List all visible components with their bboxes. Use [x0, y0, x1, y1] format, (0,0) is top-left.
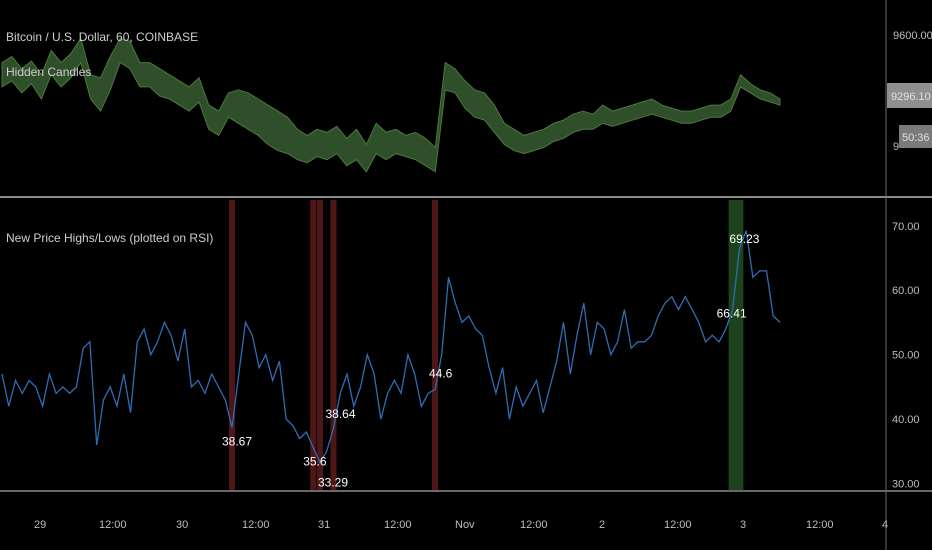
time-label: 31 [318, 519, 330, 531]
time-label: 12:00 [384, 519, 412, 531]
time-label: 4 [882, 519, 888, 531]
rsi-data-label: 66.41 [717, 307, 747, 321]
rsi-data-label: 35.6 [303, 455, 327, 469]
last-price-value: 9296.10 [891, 91, 931, 103]
high-low-highlights [229, 200, 744, 490]
time-label: 12:00 [242, 519, 270, 531]
new-low-highlight [229, 200, 235, 490]
indicator-title-rsi[interactable]: New Price Highs/Lows (plotted on RSI) [6, 231, 213, 245]
time-label: 12:00 [99, 519, 127, 531]
time-label: 2 [599, 519, 605, 531]
rsi-data-label: 69.23 [729, 232, 759, 246]
rsi-annotations: 38.67 35.6 33.29 38.64 44.6 69.23 66.41 [222, 232, 760, 490]
rsi-tick-30: 30.00 [892, 479, 920, 491]
price-band-area [1, 37, 781, 173]
price-tick-9600: 9600.00 [893, 30, 932, 42]
rsi-data-label: 33.29 [318, 475, 348, 489]
rsi-tick-50: 50.00 [892, 350, 920, 362]
time-label: 12:00 [520, 519, 548, 531]
new-low-highlight [317, 200, 323, 490]
rsi-axis: 70.00 60.00 50.00 40.00 30.00 [892, 221, 920, 491]
new-low-highlight [330, 200, 337, 490]
time-label: 12:00 [806, 519, 834, 531]
symbol-title[interactable]: Bitcoin / U.S. Dollar, 60, COINBASE [6, 30, 198, 44]
time-label: 3 [740, 519, 746, 531]
countdown-badge: 50:36 [899, 125, 932, 148]
time-label: 29 [34, 519, 46, 531]
new-low-highlight [310, 200, 317, 490]
time-label: Nov [455, 519, 475, 531]
rsi-data-label: 38.67 [222, 435, 252, 449]
rsi-tick-70: 70.00 [892, 221, 920, 233]
time-label: 30 [176, 519, 188, 531]
rsi-data-label: 44.6 [429, 367, 453, 381]
time-label: 12:00 [664, 519, 692, 531]
indicator-title-hidden-candles[interactable]: Hidden Candles [6, 65, 91, 79]
rsi-line [1, 230, 781, 464]
time-axis[interactable]: 29 12:00 30 12:00 31 12:00 Nov 12:00 2 1… [34, 519, 888, 531]
rsi-tick-40: 40.00 [892, 414, 920, 426]
last-price-badge: 9296.10 [887, 83, 932, 108]
new-low-highlight [432, 200, 438, 490]
countdown-value: 50:36 [902, 132, 930, 144]
rsi-tick-60: 60.00 [892, 285, 920, 297]
rsi-data-label: 38.64 [326, 407, 356, 421]
new-high-highlight [728, 200, 744, 490]
price-tick-partial: 9 [893, 141, 899, 153]
